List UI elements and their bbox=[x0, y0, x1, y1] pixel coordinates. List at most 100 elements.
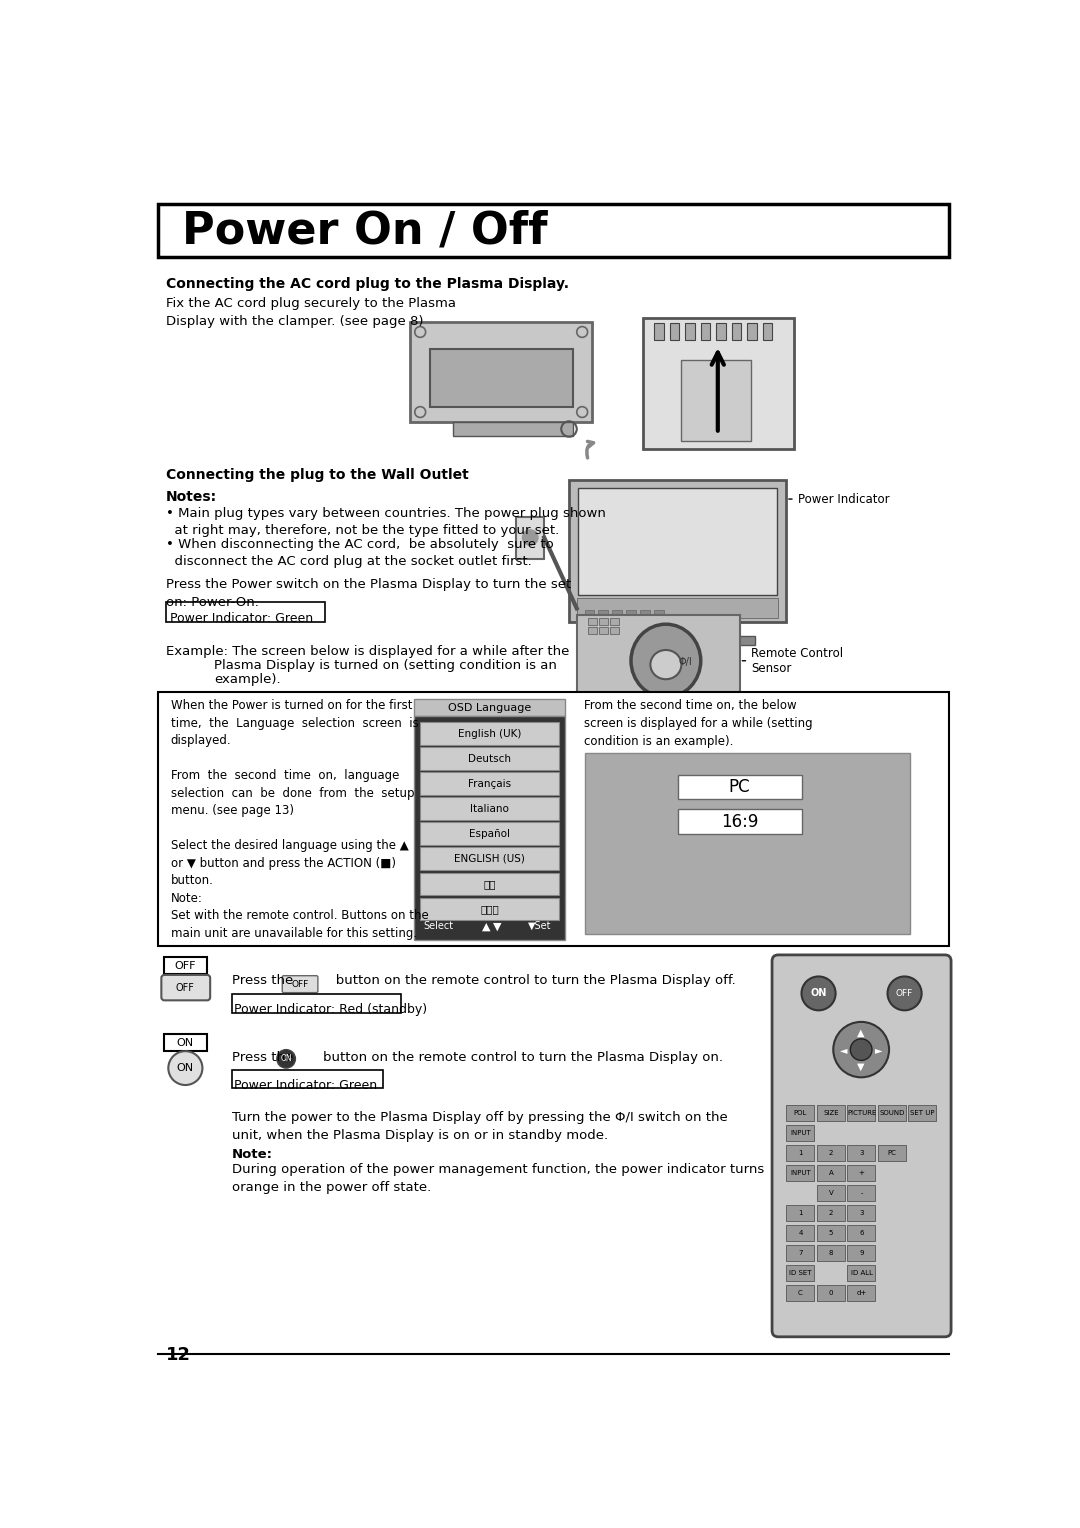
Text: Example: The screen below is displayed for a while after the: Example: The screen below is displayed f… bbox=[166, 645, 569, 659]
FancyBboxPatch shape bbox=[786, 1144, 814, 1161]
Text: 3: 3 bbox=[860, 1210, 864, 1216]
FancyBboxPatch shape bbox=[420, 773, 559, 795]
Text: 3: 3 bbox=[860, 1151, 864, 1157]
FancyBboxPatch shape bbox=[610, 626, 619, 634]
FancyBboxPatch shape bbox=[847, 1105, 875, 1122]
Text: 日本語: 日本語 bbox=[481, 905, 499, 914]
FancyBboxPatch shape bbox=[643, 318, 794, 449]
Text: Power On / Off: Power On / Off bbox=[181, 209, 546, 252]
FancyBboxPatch shape bbox=[847, 1166, 875, 1181]
Circle shape bbox=[834, 1022, 889, 1077]
Text: +: + bbox=[859, 1170, 864, 1177]
Text: Notes:: Notes: bbox=[166, 490, 217, 504]
Text: INPUT: INPUT bbox=[791, 1131, 811, 1137]
FancyBboxPatch shape bbox=[816, 1105, 845, 1122]
Text: 1: 1 bbox=[798, 1210, 802, 1216]
FancyBboxPatch shape bbox=[816, 1186, 845, 1201]
FancyBboxPatch shape bbox=[747, 322, 757, 339]
Text: OFF: OFF bbox=[896, 989, 914, 998]
FancyBboxPatch shape bbox=[600, 636, 755, 645]
Text: • When disconnecting the AC cord,  be absolutely  sure to
  disconnect the AC co: • When disconnecting the AC cord, be abs… bbox=[166, 538, 554, 567]
FancyBboxPatch shape bbox=[420, 897, 559, 920]
FancyBboxPatch shape bbox=[159, 692, 948, 946]
FancyBboxPatch shape bbox=[420, 798, 559, 821]
Text: 1: 1 bbox=[798, 1151, 802, 1157]
FancyBboxPatch shape bbox=[786, 1166, 814, 1181]
Text: C: C bbox=[798, 1290, 802, 1296]
Text: Remote Control
Sensor: Remote Control Sensor bbox=[742, 646, 843, 675]
Text: example).: example). bbox=[214, 672, 281, 686]
FancyBboxPatch shape bbox=[816, 1166, 845, 1181]
Text: PC: PC bbox=[729, 778, 751, 796]
FancyBboxPatch shape bbox=[430, 348, 572, 406]
FancyBboxPatch shape bbox=[847, 1245, 875, 1261]
FancyBboxPatch shape bbox=[599, 626, 608, 634]
Text: Deutsch: Deutsch bbox=[468, 753, 511, 764]
FancyBboxPatch shape bbox=[616, 622, 740, 637]
FancyBboxPatch shape bbox=[589, 626, 597, 634]
Text: ON: ON bbox=[177, 1038, 194, 1048]
Text: ▼: ▼ bbox=[494, 921, 502, 932]
Text: ▼Set: ▼Set bbox=[528, 921, 552, 931]
FancyBboxPatch shape bbox=[414, 700, 565, 717]
FancyBboxPatch shape bbox=[786, 1105, 814, 1122]
FancyBboxPatch shape bbox=[626, 610, 636, 616]
FancyBboxPatch shape bbox=[410, 322, 592, 422]
Text: From the second time on, the below
screen is displayed for a while (setting
cond: From the second time on, the below scree… bbox=[584, 700, 813, 749]
FancyBboxPatch shape bbox=[453, 422, 572, 435]
Text: ID ALL: ID ALL bbox=[851, 1270, 873, 1276]
Text: Press the Power switch on the Plasma Display to turn the set
on: Power-On.: Press the Power switch on the Plasma Dis… bbox=[166, 578, 571, 608]
FancyBboxPatch shape bbox=[640, 610, 649, 616]
FancyBboxPatch shape bbox=[584, 610, 594, 616]
Text: ID SET: ID SET bbox=[789, 1270, 812, 1276]
Text: Français: Français bbox=[468, 779, 511, 788]
Text: Connecting the plug to the Wall Outlet: Connecting the plug to the Wall Outlet bbox=[166, 468, 469, 483]
Text: OSD Language: OSD Language bbox=[448, 703, 531, 712]
Text: 8: 8 bbox=[828, 1250, 834, 1256]
Text: 7: 7 bbox=[798, 1250, 802, 1256]
Text: ON: ON bbox=[810, 989, 826, 998]
Text: 4: 4 bbox=[798, 1230, 802, 1236]
Text: ▲: ▲ bbox=[858, 1028, 865, 1038]
Text: 16:9: 16:9 bbox=[720, 813, 758, 831]
FancyBboxPatch shape bbox=[420, 822, 559, 845]
FancyBboxPatch shape bbox=[589, 617, 597, 625]
Text: Español: Español bbox=[469, 828, 510, 839]
FancyBboxPatch shape bbox=[612, 610, 622, 616]
Text: 中文: 中文 bbox=[484, 879, 496, 889]
FancyBboxPatch shape bbox=[599, 617, 608, 625]
FancyBboxPatch shape bbox=[584, 753, 910, 934]
FancyBboxPatch shape bbox=[847, 1225, 875, 1241]
FancyBboxPatch shape bbox=[878, 1144, 906, 1161]
FancyBboxPatch shape bbox=[716, 322, 726, 339]
FancyBboxPatch shape bbox=[282, 976, 318, 993]
Text: Power Indicator: Green: Power Indicator: Green bbox=[170, 613, 313, 625]
FancyBboxPatch shape bbox=[577, 599, 779, 619]
FancyBboxPatch shape bbox=[786, 1225, 814, 1241]
Text: INPUT: INPUT bbox=[791, 1170, 811, 1177]
Ellipse shape bbox=[631, 623, 701, 697]
Text: • Main plug types vary between countries. The power plug shown
  at right may, t: • Main plug types vary between countries… bbox=[166, 507, 606, 536]
FancyBboxPatch shape bbox=[161, 975, 211, 1001]
Text: -: - bbox=[861, 1190, 863, 1196]
Text: Plasma Display is turned on (setting condition is an: Plasma Display is turned on (setting con… bbox=[214, 659, 557, 672]
Text: Power Indicator: Power Indicator bbox=[788, 492, 889, 506]
Text: During operation of the power management function, the power indicator turns
ora: During operation of the power management… bbox=[232, 1163, 765, 1193]
FancyBboxPatch shape bbox=[232, 1070, 383, 1088]
Text: Φ/I: Φ/I bbox=[678, 657, 692, 668]
Text: 12: 12 bbox=[166, 1346, 191, 1365]
Text: ENGLISH (US): ENGLISH (US) bbox=[454, 854, 525, 863]
Text: Turn the power to the Plasma Display off by pressing the Φ/I switch on the
unit,: Turn the power to the Plasma Display off… bbox=[232, 1111, 728, 1143]
FancyBboxPatch shape bbox=[577, 614, 740, 707]
Circle shape bbox=[888, 976, 921, 1010]
FancyBboxPatch shape bbox=[908, 1105, 936, 1122]
FancyBboxPatch shape bbox=[786, 1206, 814, 1221]
FancyBboxPatch shape bbox=[786, 1245, 814, 1261]
Ellipse shape bbox=[650, 649, 681, 680]
Text: POL: POL bbox=[794, 1111, 807, 1115]
Text: Power Indicator: Red (standby): Power Indicator: Red (standby) bbox=[234, 1004, 428, 1016]
Text: 2: 2 bbox=[828, 1151, 833, 1157]
FancyBboxPatch shape bbox=[816, 1206, 845, 1221]
Text: ▲: ▲ bbox=[482, 921, 490, 932]
Text: Note:: Note: bbox=[232, 1148, 273, 1161]
